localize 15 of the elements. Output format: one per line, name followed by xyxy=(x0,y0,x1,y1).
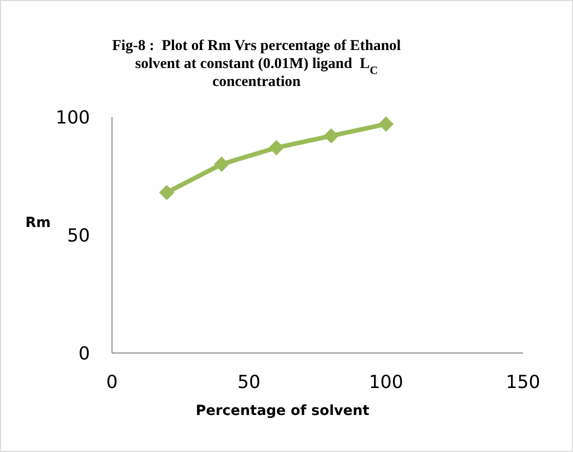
y-tick-label: 100 xyxy=(56,107,90,128)
y-axis-title: Rm xyxy=(25,215,51,231)
chart-title: Fig-8 : Plot of Rm Vrs percentage of Ethanol solvent at constant (0.01M) ligand L$_{C}$ concentration xyxy=(112,38,401,90)
x-tick-label: 150 xyxy=(506,372,540,393)
point xyxy=(378,116,394,132)
y-tick-label: 0 xyxy=(78,343,90,364)
y-tick-label: 50 xyxy=(67,225,90,246)
point xyxy=(268,140,284,156)
x-tick-label: 0 xyxy=(106,372,118,393)
point xyxy=(324,128,339,144)
x-axis-title: Percentage of solvent xyxy=(196,403,370,419)
x-tick-label: 50 xyxy=(238,372,260,393)
point xyxy=(214,156,230,172)
point xyxy=(159,184,174,200)
x-tick-label: 100 xyxy=(368,372,404,393)
